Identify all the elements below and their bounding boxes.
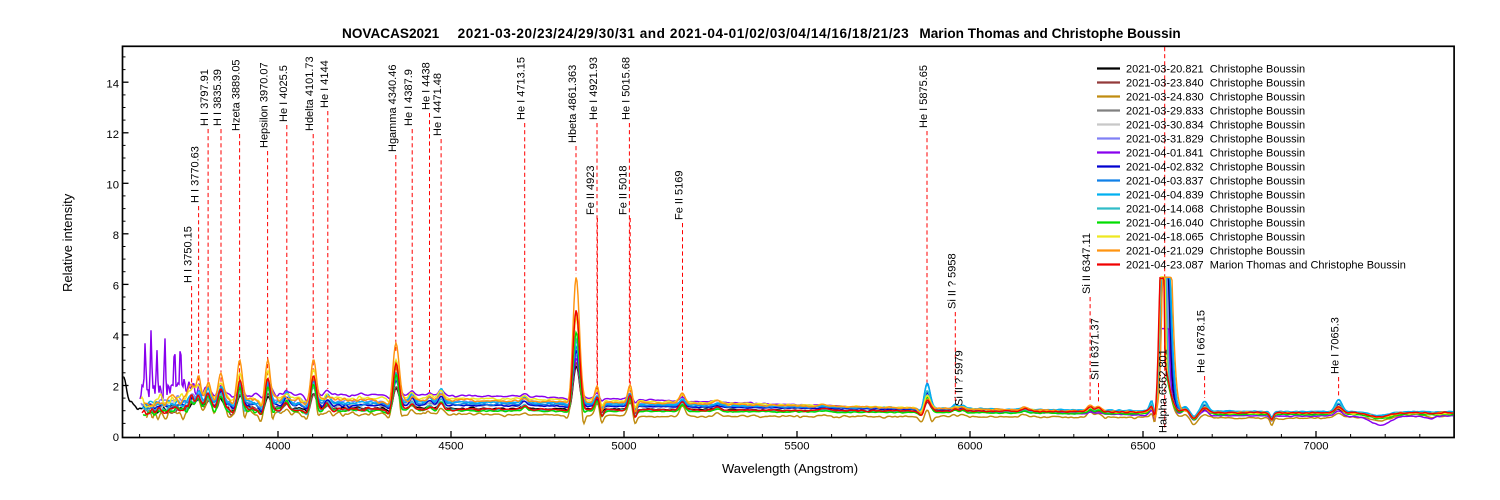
- svg-text:He I 5015.68: He I 5015.68: [620, 57, 632, 120]
- svg-text:2021-03-20.821 Christophe Bou: 2021-03-20.821 Christophe Boussin: [1126, 64, 1305, 76]
- svg-text:4500: 4500: [438, 441, 463, 453]
- svg-text:14: 14: [106, 78, 119, 90]
- svg-text:Si II 6347.11: Si II 6347.11: [1081, 233, 1093, 294]
- svg-text:Wavelength (Angstrom): Wavelength (Angstrom): [722, 461, 858, 476]
- svg-text:He I 4387.9: He I 4387.9: [403, 69, 415, 126]
- svg-text:6500: 6500: [1130, 441, 1155, 453]
- svg-text:He I 4438: He I 4438: [421, 62, 433, 110]
- svg-text:Halpha 6562.801: Halpha 6562.801: [1157, 349, 1169, 433]
- svg-text:Si II 6371.37: Si II 6371.37: [1090, 318, 1102, 380]
- svg-text:He I 7065.3: He I 7065.3: [1330, 317, 1342, 374]
- svg-text:Fe II 4923: Fe II 4923: [585, 165, 597, 215]
- svg-text:He I 6678.15: He I 6678.15: [1196, 310, 1208, 373]
- svg-text:Fe II 5169: Fe II 5169: [674, 170, 686, 220]
- svg-text:He I 4921.93: He I 4921.93: [588, 57, 600, 120]
- svg-text:Si II ? 5958: Si II ? 5958: [946, 253, 958, 309]
- svg-text:2021-04-04.839 Christophe Bou: 2021-04-04.839 Christophe Boussin: [1126, 190, 1305, 202]
- svg-text:10: 10: [106, 180, 119, 192]
- svg-text:Si II ? 5979: Si II ? 5979: [954, 350, 966, 406]
- svg-text:2021-04-16.040 Christophe Bou: 2021-04-16.040 Christophe Boussin: [1126, 218, 1305, 230]
- svg-text:Hzeta 3889.05: Hzeta 3889.05: [231, 59, 243, 131]
- svg-text:7000: 7000: [1303, 441, 1328, 453]
- svg-text:He I 4713.15: He I 4713.15: [516, 57, 528, 120]
- svg-text:He I 4471.48: He I 4471.48: [432, 73, 444, 136]
- svg-text:8: 8: [113, 230, 119, 242]
- svg-text:12: 12: [106, 129, 119, 141]
- svg-text:2021-03-30.834 Christophe Bou: 2021-03-30.834 Christophe Boussin: [1126, 120, 1305, 132]
- svg-text:Hgamma 4340.46: Hgamma 4340.46: [387, 65, 399, 152]
- svg-text:He I 4144: He I 4144: [319, 60, 331, 108]
- svg-text:4: 4: [113, 331, 119, 343]
- svg-text:2021-03-24.830 Christophe Bou: 2021-03-24.830 Christophe Boussin: [1126, 92, 1305, 104]
- svg-text:2021-04-01.841 Christophe Bou: 2021-04-01.841 Christophe Boussin: [1126, 148, 1305, 160]
- svg-text:2021-03-23.840 Christophe Bou: 2021-03-23.840 Christophe Boussin: [1126, 78, 1305, 90]
- svg-text:Relative intensity: Relative intensity: [60, 193, 75, 292]
- svg-text:4000: 4000: [265, 441, 290, 453]
- svg-text:2021-04-21.029 Christophe Bou: 2021-04-21.029 Christophe Boussin: [1126, 246, 1305, 258]
- svg-text:6000: 6000: [957, 441, 982, 453]
- svg-text:Hbeta 4861.363: Hbeta 4861.363: [567, 65, 579, 143]
- svg-text:H I 3835.39: H I 3835.39: [212, 69, 224, 126]
- svg-text:He I 4025.5: He I 4025.5: [278, 65, 290, 122]
- svg-text:He I 5875.65: He I 5875.65: [918, 65, 930, 128]
- svg-text:2021-04-18.065 Christophe Bou: 2021-04-18.065 Christophe Boussin: [1126, 232, 1305, 244]
- svg-text:0: 0: [113, 432, 119, 444]
- svg-text:5500: 5500: [784, 441, 809, 453]
- svg-text:H I 3750.15: H I 3750.15: [183, 226, 195, 283]
- svg-text:Hdelta 4101.73: Hdelta 4101.73: [304, 56, 316, 131]
- svg-text:2021-03-31.829 Christophe Bou: 2021-03-31.829 Christophe Boussin: [1126, 134, 1305, 146]
- svg-text:2: 2: [113, 382, 119, 394]
- svg-text:6: 6: [113, 281, 119, 293]
- svg-text:H I 3797.91: H I 3797.91: [199, 69, 211, 126]
- svg-text:2021-04-02.832 Christophe Bou: 2021-04-02.832 Christophe Boussin: [1126, 162, 1305, 174]
- svg-text:Hepsilon 3970.07: Hepsilon 3970.07: [259, 62, 271, 148]
- svg-text:2021-04-23.087 Marion Thomas: 2021-04-23.087 Marion Thomas and Christo…: [1126, 260, 1406, 272]
- svg-text:5000: 5000: [611, 441, 636, 453]
- svg-text:2021-04-03.837 Christophe Bou: 2021-04-03.837 Christophe Boussin: [1126, 176, 1305, 188]
- svg-text:Fe II 5018: Fe II 5018: [618, 165, 630, 215]
- svg-text:2021-03-29.833 Christophe Bou: 2021-03-29.833 Christophe Boussin: [1126, 106, 1305, 118]
- svg-text:H I 3770.63: H I 3770.63: [190, 146, 202, 203]
- svg-text:2021-04-14.068 Christophe Bou: 2021-04-14.068 Christophe Boussin: [1126, 204, 1305, 216]
